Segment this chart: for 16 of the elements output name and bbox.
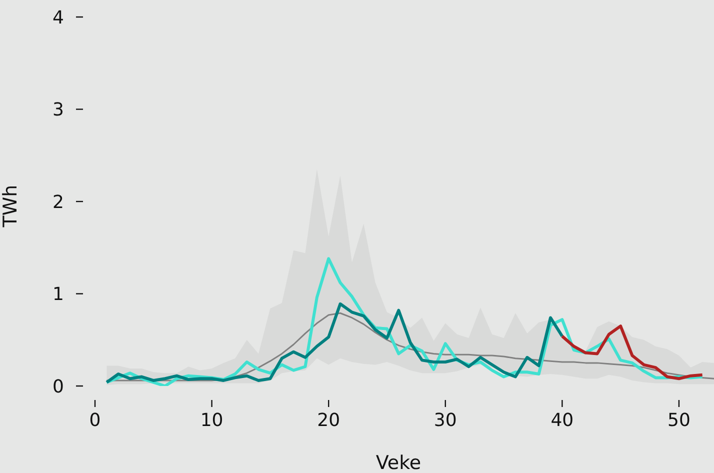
line-series — [106, 312, 714, 382]
x-axis-title: Veke — [376, 452, 422, 473]
x-tick-label: 20 — [317, 410, 340, 431]
y-tick-label: 1 — [52, 284, 64, 306]
x-tick-label: 0 — [89, 410, 101, 431]
x-tick-label: 40 — [550, 410, 574, 431]
y-axis-title: TWh — [0, 184, 22, 228]
x-tick-label: 30 — [434, 410, 457, 431]
x-tick-label: 50 — [668, 410, 690, 431]
line-series — [105, 302, 564, 384]
y-tick-label: 4 — [52, 7, 64, 28]
y-tick-label: 3 — [52, 100, 64, 121]
y-tick-label: 2 — [52, 192, 64, 213]
x-tick-label: 10 — [200, 410, 224, 431]
y-tick-label: 0 — [52, 376, 64, 398]
line-series — [560, 324, 704, 380]
